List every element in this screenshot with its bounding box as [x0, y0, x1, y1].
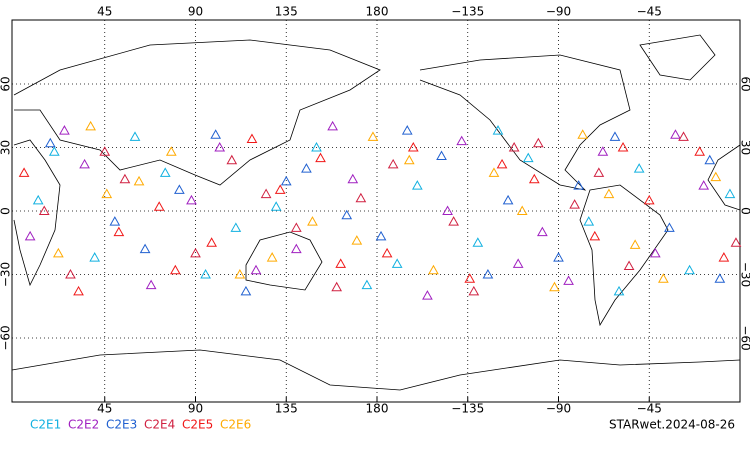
y-tick-label: 0 — [0, 207, 13, 215]
y-tick-label: −30 — [0, 262, 13, 287]
x-tick-label-top: −135 — [451, 5, 484, 19]
legend-entry: C2E1 — [30, 418, 61, 432]
legend-entry: C2E2 — [68, 418, 99, 432]
x-tick-label: 90 — [188, 402, 203, 416]
x-tick-label: −90 — [546, 402, 571, 416]
legend-entry: C2E6 — [220, 418, 251, 432]
x-tick-label-top: 90 — [188, 5, 203, 19]
x-tick-label-top: −90 — [546, 5, 571, 19]
x-tick-label-top: 45 — [97, 5, 112, 19]
chart-title: STARwet.2024-08-26 — [609, 418, 735, 432]
y-tick-label: 60 — [0, 76, 13, 91]
x-tick-label: 180 — [366, 402, 389, 416]
y-tick-label-right: −60 — [739, 325, 750, 350]
y-tick-label: 30 — [0, 140, 13, 155]
x-tick-label-top: −45 — [637, 5, 662, 19]
y-tick-label-right: 30 — [739, 140, 750, 155]
x-tick-label: −45 — [637, 402, 662, 416]
legend-entry: C2E4 — [144, 418, 175, 432]
y-tick-label: −60 — [0, 325, 13, 350]
y-tick-label-right: −30 — [739, 262, 750, 287]
legend-entry: C2E3 — [106, 418, 137, 432]
x-tick-label: 135 — [275, 402, 298, 416]
x-tick-label-top: 180 — [366, 5, 389, 19]
x-tick-label-top: 135 — [275, 5, 298, 19]
x-tick-label: −135 — [451, 402, 484, 416]
legend-entry: C2E5 — [182, 418, 213, 432]
y-tick-label-right: 0 — [739, 207, 750, 215]
y-tick-label-right: 60 — [739, 76, 750, 91]
x-tick-label: 45 — [97, 402, 112, 416]
